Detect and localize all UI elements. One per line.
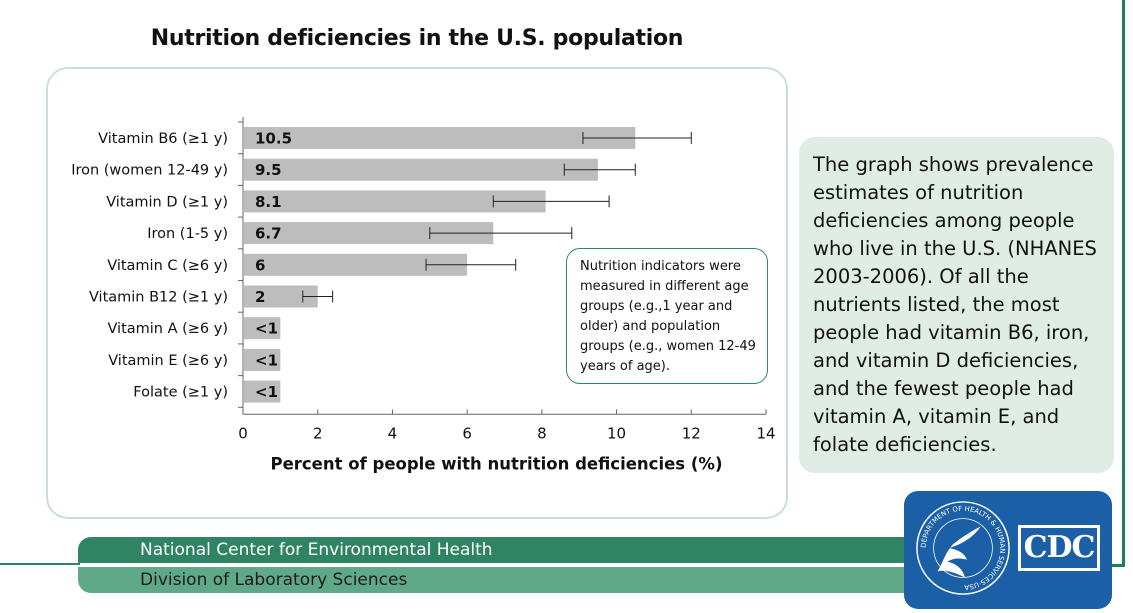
category-label: Vitamin A (≥6 y) <box>107 321 228 337</box>
x-axis-title: Percent of people with nutrition deficie… <box>270 454 722 473</box>
category-label: Vitamin C (≥6 y) <box>107 258 228 274</box>
svg-text:DEPARTMENT OF HEALTH & HUMAN S: DEPARTMENT OF HEALTH & HUMAN SERVICES·US… <box>920 505 1007 592</box>
bar-value-label: 8.1 <box>255 193 282 211</box>
bar <box>244 190 546 213</box>
category-label: Iron (women 12-49 y) <box>71 163 228 179</box>
x-tick-label: 8 <box>537 424 547 442</box>
category-label: Iron (1-5 y) <box>147 226 228 242</box>
bar-value-label: 6 <box>255 256 265 274</box>
logo-block: DEPARTMENT OF HEALTH & HUMAN SERVICES·US… <box>904 491 1112 609</box>
bar <box>244 222 494 245</box>
x-tick-label: 10 <box>607 424 626 442</box>
x-tick-label: 14 <box>756 424 775 442</box>
category-label: Vitamin B12 (≥1 y) <box>89 290 228 306</box>
bar-value-label: <1 <box>255 351 278 369</box>
bar-value-label: 10.5 <box>255 130 292 148</box>
footer-band-center: National Center for Environmental Health <box>78 537 908 563</box>
page-title: Nutrition deficiencies in the U.S. popul… <box>150 26 684 51</box>
category-label: Vitamin E (≥6 y) <box>108 353 228 369</box>
x-tick-label: 6 <box>462 424 472 442</box>
bar-value-label: 9.5 <box>255 161 282 179</box>
x-tick-label: 12 <box>682 424 701 442</box>
bar-value-label: 2 <box>255 288 265 306</box>
footer-center-name: National Center for Environmental Health <box>140 540 493 560</box>
bar-value-label: 6.7 <box>255 225 282 243</box>
bar-value-label: <1 <box>255 320 278 338</box>
hhs-seal-icon: DEPARTMENT OF HEALTH & HUMAN SERVICES·US… <box>916 501 1010 595</box>
bar <box>244 127 636 149</box>
description-panel: The graph shows prevalence estimates of … <box>799 137 1114 473</box>
bar <box>244 285 318 308</box>
bar-value-label: <1 <box>255 383 278 401</box>
right-border-foot <box>1112 564 1125 567</box>
bar <box>244 253 468 276</box>
footer-band-division: Division of Laboratory Sciences <box>78 567 908 593</box>
category-label: Vitamin B6 (≥1 y) <box>98 131 228 147</box>
callout-note: Nutrition indicators were measured in di… <box>566 248 768 384</box>
bar <box>244 317 281 340</box>
cdc-logo: CDC <box>1018 525 1100 571</box>
bar <box>244 158 598 181</box>
right-border <box>1122 0 1125 567</box>
category-label: Vitamin D (≥1 y) <box>106 194 228 210</box>
x-tick-label: 4 <box>388 424 398 442</box>
bar-chart: 0 2 4 6 8 10 12 14 Percent of people with nutrit… <box>71 117 776 473</box>
x-tick-label: 0 <box>238 424 248 442</box>
footer-division-name: Division of Laboratory Sciences <box>140 570 408 590</box>
bar <box>244 348 281 371</box>
footer-rule <box>0 563 80 565</box>
category-label: Folate (≥1 y) <box>133 385 228 401</box>
x-tick-label: 2 <box>313 424 323 442</box>
bar <box>244 380 281 403</box>
